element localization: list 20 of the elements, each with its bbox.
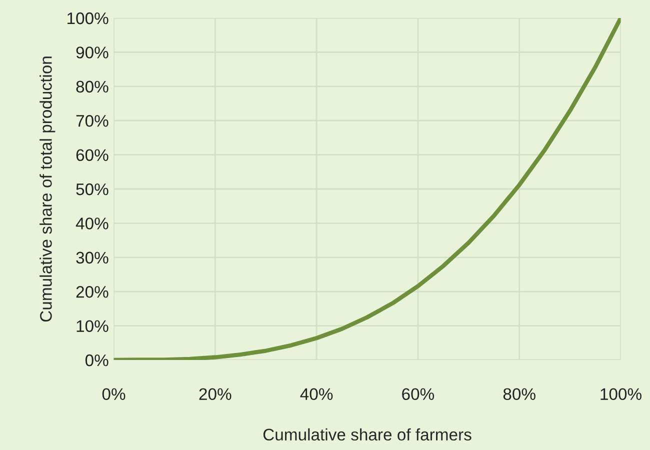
y-tick-label: 0%: [85, 354, 108, 366]
x-tick-label: 0%: [102, 388, 126, 400]
y-axis-title: Cumulative share of total production: [40, 56, 56, 322]
y-tick-label: 20%: [76, 286, 108, 298]
y-tick-label: 70%: [76, 115, 108, 127]
y-tick-label: 40%: [76, 218, 108, 230]
x-tick-label: 100%: [600, 388, 642, 400]
x-tick-label: 40%: [300, 388, 333, 400]
y-tick-label: 60%: [76, 149, 108, 162]
x-tick-label: 60%: [402, 388, 434, 400]
y-tick-label: 90%: [76, 46, 108, 58]
y-tick-label: 30%: [76, 252, 108, 264]
x-tick-label: 20%: [199, 388, 232, 400]
y-tick-label: 100%: [68, 12, 108, 24]
x-tick-label: 80%: [503, 388, 536, 400]
line-series: [114, 18, 621, 360]
y-tick-label: 80%: [76, 80, 108, 93]
x-axis-title: Cumulative share of farmers: [263, 428, 472, 441]
y-tick-label: 50%: [76, 183, 108, 196]
y-tick-label: 10%: [76, 320, 108, 332]
